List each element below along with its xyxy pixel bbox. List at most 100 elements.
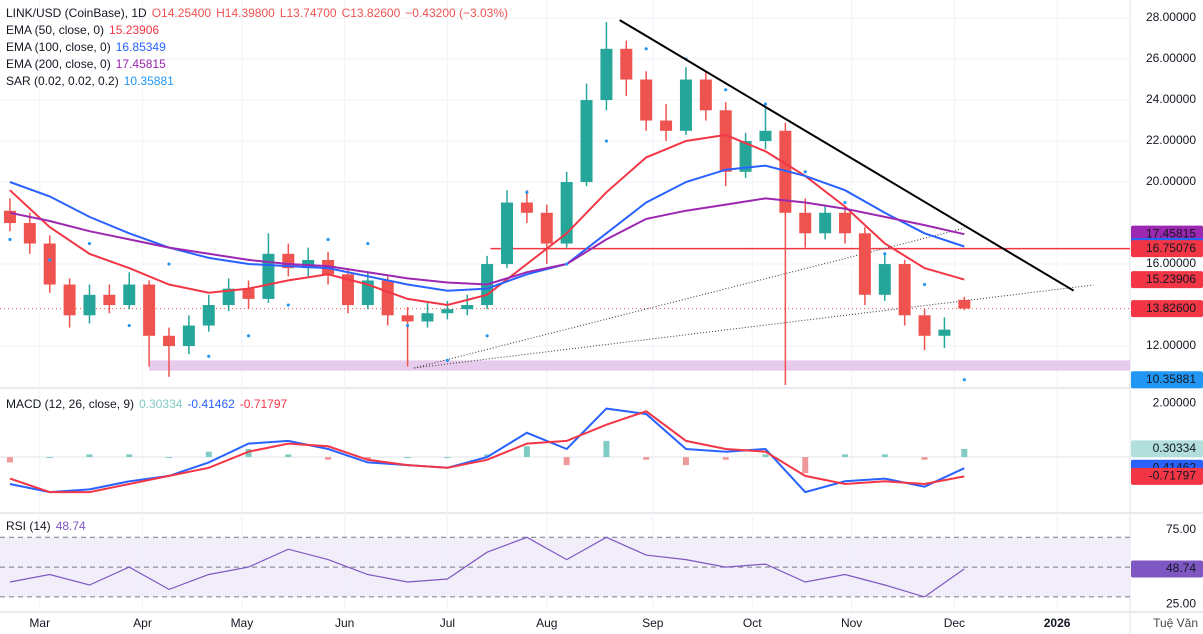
watermark: Tuệ Văn <box>1153 616 1198 630</box>
price-tag-label: 16.75076 <box>1146 241 1196 255</box>
candle-body <box>819 212 832 234</box>
candle-body <box>163 335 176 347</box>
price-tag <box>1131 560 1203 578</box>
legend-item: -0.41462 <box>187 397 235 411</box>
legend-item: 16.85349 <box>116 40 166 54</box>
candle-body <box>898 264 911 316</box>
price-tag <box>1131 467 1203 485</box>
candle-body <box>302 259 315 269</box>
dotted-trendline <box>414 284 1094 369</box>
candle-body <box>83 294 96 316</box>
x-tick-label: Nov <box>841 616 862 630</box>
legend-item: MACD (12, 26, close, 9) <box>6 397 134 411</box>
candle-body <box>242 288 255 299</box>
candle-body <box>580 100 593 183</box>
x-tick-label: Apr <box>133 616 152 630</box>
candle-body <box>699 79 712 111</box>
sar-dot <box>644 47 648 51</box>
price-tag-label: 17.45815 <box>1146 226 1196 240</box>
y-tick-label: 28.00000 <box>1146 10 1196 24</box>
sar-dot <box>246 334 251 338</box>
sar-dot <box>8 237 12 242</box>
price-tag-label: 13.82600 <box>1146 301 1196 315</box>
x-tick-label: May <box>231 616 254 630</box>
candle-body <box>739 141 752 172</box>
y-tick-label: 16.00000 <box>1146 256 1196 270</box>
histogram-bar <box>245 448 252 458</box>
legend-item: 15.23906 <box>109 23 159 37</box>
y-tick-label: 75.00 <box>1166 522 1196 536</box>
rsi-band <box>0 537 1130 597</box>
sar-dot <box>445 358 449 362</box>
sar-dot <box>405 323 410 328</box>
histogram-bar <box>364 457 371 460</box>
y-tick-label: 25.00 <box>1166 597 1196 611</box>
trendline <box>619 19 1075 292</box>
sar-dot <box>962 378 966 382</box>
candle-body <box>441 309 454 314</box>
legend-item: 0.30334 <box>139 397 183 411</box>
histogram-bar <box>643 457 650 460</box>
y-tick-label: 26.00000 <box>1146 51 1196 65</box>
sar-dot <box>485 334 489 338</box>
candle-body <box>401 315 414 322</box>
histogram-bar <box>6 457 13 463</box>
candle-body <box>63 284 76 316</box>
price-tag <box>1131 240 1203 258</box>
price-tag <box>1131 271 1203 289</box>
candle-body <box>202 305 215 326</box>
legend-row: EMA (50, close, 0) 15.23906 <box>6 23 159 37</box>
candle-body <box>679 79 692 131</box>
price-tag-label: -0.71797 <box>1149 469 1197 483</box>
candle-body <box>520 202 533 213</box>
sar-dot <box>883 252 887 256</box>
y-tick-label: 2.00000 <box>1153 395 1197 409</box>
rsi-line <box>9 536 965 598</box>
legend-item: EMA (100, close, 0) <box>6 40 111 54</box>
candle-body <box>620 48 633 80</box>
price-tag <box>1131 300 1203 318</box>
legend-item: O14.25400 <box>152 6 212 20</box>
price-tag-label: 15.23906 <box>1146 272 1196 286</box>
candle-body <box>799 212 812 234</box>
histogram-bar <box>802 457 809 474</box>
histogram-bar <box>444 457 451 459</box>
y-tick-label: 20.00000 <box>1146 174 1196 188</box>
y-tick-label: 12.00000 <box>1146 338 1196 352</box>
candle-body <box>938 329 951 336</box>
candle-body <box>839 212 852 234</box>
legend-item: C13.82600 <box>342 6 401 20</box>
legend-item: EMA (50, close, 0) <box>6 23 104 37</box>
candle-body <box>43 243 56 285</box>
histogram-bar <box>285 454 292 458</box>
sar-dot <box>286 303 290 307</box>
candle-body <box>858 233 871 295</box>
histogram-bar <box>166 457 173 459</box>
histogram-bar <box>126 454 133 458</box>
legend-item: 17.45815 <box>116 57 166 71</box>
candle-body <box>640 79 653 121</box>
x-tick-label: Jun <box>335 616 354 630</box>
histogram-bar <box>205 451 212 458</box>
legend-item: 10.35881 <box>124 74 174 88</box>
sar-dot <box>803 170 807 174</box>
macd-panel <box>0 407 1130 494</box>
candle-body <box>421 313 434 322</box>
legend-item: L13.74700 <box>280 6 337 20</box>
grid <box>0 0 1130 612</box>
sar-dot <box>207 354 211 358</box>
histogram-bar <box>842 454 849 458</box>
candle-body <box>958 299 971 309</box>
histogram-bar <box>484 454 491 458</box>
y-tick-label: 22.00000 <box>1146 133 1196 147</box>
candle-body <box>779 130 792 213</box>
legend-item: RSI (14) <box>6 519 51 533</box>
legend-row: RSI (14) 48.74 <box>6 519 86 533</box>
sar-dot <box>525 190 529 194</box>
candle-body <box>759 130 772 142</box>
histogram-bar <box>921 457 928 460</box>
legend-item: −0.43200 (−3.03%) <box>405 6 508 20</box>
candle-body <box>182 325 195 347</box>
sar-dot <box>366 241 370 246</box>
